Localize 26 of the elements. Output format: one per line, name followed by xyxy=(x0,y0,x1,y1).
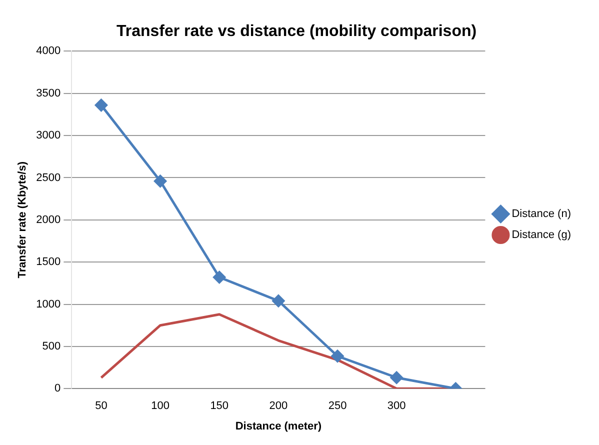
y-tick-label: 4000 xyxy=(36,45,61,58)
point xyxy=(154,174,167,188)
legend-label: Distance (n) xyxy=(512,208,571,220)
y-axis-title: Transfer rate (Kbyte/s) xyxy=(16,161,29,278)
y-tick-label: 2500 xyxy=(36,172,61,184)
y-tick-label: 0 xyxy=(54,382,61,395)
y-tick-label: 1000 xyxy=(36,298,61,310)
x-tick-label: 150 xyxy=(210,400,229,412)
point xyxy=(390,371,403,384)
x-tick-label: 50 xyxy=(95,400,108,412)
x-tick-label: 100 xyxy=(151,400,170,412)
x-axis-title: Distance (meter) xyxy=(235,420,322,432)
x-tick-label: 250 xyxy=(328,400,347,412)
y-tick-label: 1500 xyxy=(36,256,61,268)
legend-label: Distance (g) xyxy=(512,229,571,242)
y-tick-label: 3500 xyxy=(36,87,61,100)
point xyxy=(94,98,108,112)
x-tick-label: 200 xyxy=(269,400,288,412)
point xyxy=(331,350,344,362)
y-tick-label: 2000 xyxy=(36,214,61,226)
point xyxy=(272,294,285,308)
y-tick-label: 500 xyxy=(42,340,61,352)
y-tick-label: 3000 xyxy=(36,130,61,142)
point xyxy=(213,271,226,284)
chart-title: Transfer rate vs distance (mobility comparison) xyxy=(116,23,477,40)
x-tick-label: 300 xyxy=(387,400,406,412)
